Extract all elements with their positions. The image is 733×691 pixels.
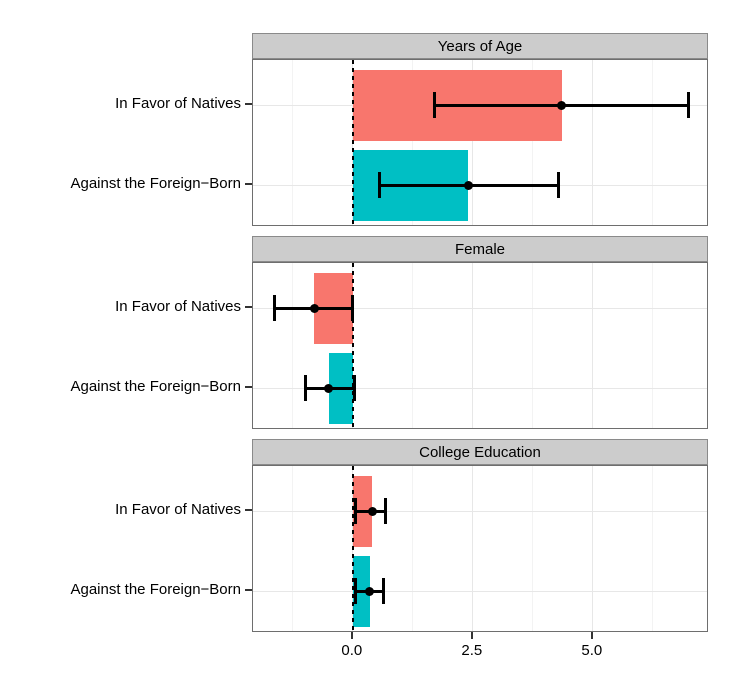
gridline-minor [292,60,294,225]
facet-strip: College Education [252,439,708,465]
gridline-major [592,60,594,225]
facet-title: Years of Age [437,37,523,55]
ci-upper-cap [353,375,357,401]
x-axis-tick [590,632,593,639]
y-axis-label: Against the Foreign−Born [70,378,241,395]
x-axis-tick-label: 5.0 [581,642,603,659]
facet-strip: Years of Age [252,33,708,59]
point-estimate [365,586,375,596]
y-axis-tick [245,306,252,308]
gridline-major [472,263,474,428]
point-estimate [557,100,567,110]
y-axis-tick [245,183,252,185]
gridline-minor [532,60,534,225]
gridline-minor [412,60,414,225]
y-axis-label: Against the Foreign−Born [70,175,241,192]
y-axis-tick [245,509,252,511]
ci-upper-cap [686,92,690,118]
ci-lower-cap [303,375,307,401]
ci-upper-cap [384,498,388,524]
facet-panel [252,262,708,429]
gridline-major [472,466,474,631]
ci-upper-cap [382,578,386,604]
gridline-major [592,263,594,428]
gridline-major-horizontal [253,387,707,389]
gridline-minor [412,263,414,428]
x-axis-tick [350,632,353,639]
facet-panel [252,465,708,632]
ci-upper-cap [557,172,561,198]
point-estimate [309,303,319,313]
facet-strip: Female [252,236,708,262]
zero-reference-line [351,466,354,631]
x-axis-tick [470,632,473,639]
gridline-minor [652,263,654,428]
gridline-minor [532,466,534,631]
gridline-major-horizontal [253,590,707,592]
y-axis-tick [245,589,252,591]
zero-reference-line [351,60,354,225]
y-axis-tick [245,103,252,105]
ci-lower-cap [354,578,358,604]
ci-lower-cap [433,92,437,118]
point-estimate [463,180,473,190]
y-axis-label: In Favor of Natives [115,501,241,518]
gridline-minor [532,263,534,428]
gridline-minor [652,60,654,225]
x-axis-tick-label: 2.5 [461,642,483,659]
point-estimate [324,383,334,393]
gridline-minor [652,466,654,631]
ci-upper-cap [350,295,354,321]
gridline-major [472,60,474,225]
point-estimate [367,506,377,516]
gridline-major-horizontal [253,510,707,512]
gridline-major [592,466,594,631]
gridline-major-horizontal [253,307,707,309]
y-axis-label: In Favor of Natives [115,95,241,112]
ci-lower-cap [354,498,358,524]
y-axis-label: In Favor of Natives [115,298,241,315]
gridline-minor [292,466,294,631]
ci-lower-cap [378,172,382,198]
gridline-minor [292,263,294,428]
facet-panel [252,59,708,226]
zero-reference-line [351,263,354,428]
ci-lower-cap [272,295,276,321]
gridline-minor [412,466,414,631]
facet-title: Female [454,240,506,258]
facet-title: College Education [419,443,541,461]
y-axis-tick [245,386,252,388]
y-axis-label: Against the Foreign−Born [70,581,241,598]
x-axis-tick-label: 0.0 [341,642,363,659]
